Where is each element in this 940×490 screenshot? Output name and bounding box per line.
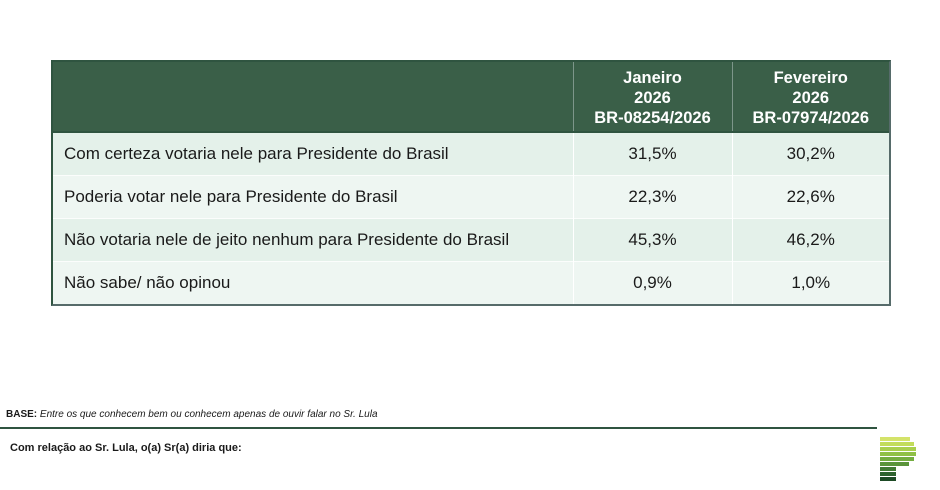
header-month: Fevereiro [773,69,848,87]
row-label: Não sabe/ não opinou [53,260,574,304]
logo-bar [880,447,916,451]
value-january: 45,3% [573,217,733,261]
logo-bar [880,457,914,461]
header-label-cell [53,62,574,132]
table-row: Poderia votar nele para Presidente do Br… [53,174,889,218]
logo-bar [880,437,910,441]
header-january-2026: Janeiro 2026 BR-08254/2026 [573,62,733,132]
table-row: Com certeza votaria nele para Presidente… [53,131,889,175]
value-february: 22,6% [732,174,889,218]
table-row: Não votaria nele de jeito nenhum para Pr… [53,217,889,261]
header-survey-code: BR-08254/2026 [594,109,711,127]
header-year: 2026 [792,89,830,107]
logo-bar [880,477,896,481]
logo-bar [880,452,916,456]
row-label: Poderia votar nele para Presidente do Br… [53,174,574,218]
logo-bar [880,442,914,446]
value-january: 31,5% [573,131,733,175]
value-february: 1,0% [732,260,889,304]
results-table: Janeiro 2026 BR-08254/2026 Fevereiro 202… [51,60,891,306]
survey-question: Com relação ao Sr. Lula, o(a) Sr(a) diri… [10,442,242,454]
header-year: 2026 [634,89,671,107]
row-label: Não votaria nele de jeito nenhum para Pr… [53,217,574,261]
base-description: Entre os que conhecem bem ou conhecem ap… [39,409,378,420]
value-february: 46,2% [732,217,889,261]
table-header-row: Janeiro 2026 BR-08254/2026 Fevereiro 202… [53,62,889,132]
header-survey-code: BR-07974/2026 [752,109,870,127]
footer-divider [0,427,877,429]
value-february: 30,2% [732,131,889,175]
base-label: BASE: [6,409,38,420]
row-label: Com certeza votaria nele para Presidente… [53,131,574,175]
logo-bar [880,462,909,466]
base-note: BASE: Entre os que conhecem bem ou conhe… [6,409,378,420]
value-january: 22,3% [573,174,733,218]
striped-p-logo-icon [880,437,920,481]
logo-bar [880,467,896,471]
header-february-2026: Fevereiro 2026 BR-07974/2026 [732,62,889,132]
table-row: Não sabe/ não opinou 0,9% 1,0% [53,260,889,304]
value-january: 0,9% [573,260,733,304]
header-month: Janeiro [623,69,682,87]
logo-bar [880,472,896,476]
